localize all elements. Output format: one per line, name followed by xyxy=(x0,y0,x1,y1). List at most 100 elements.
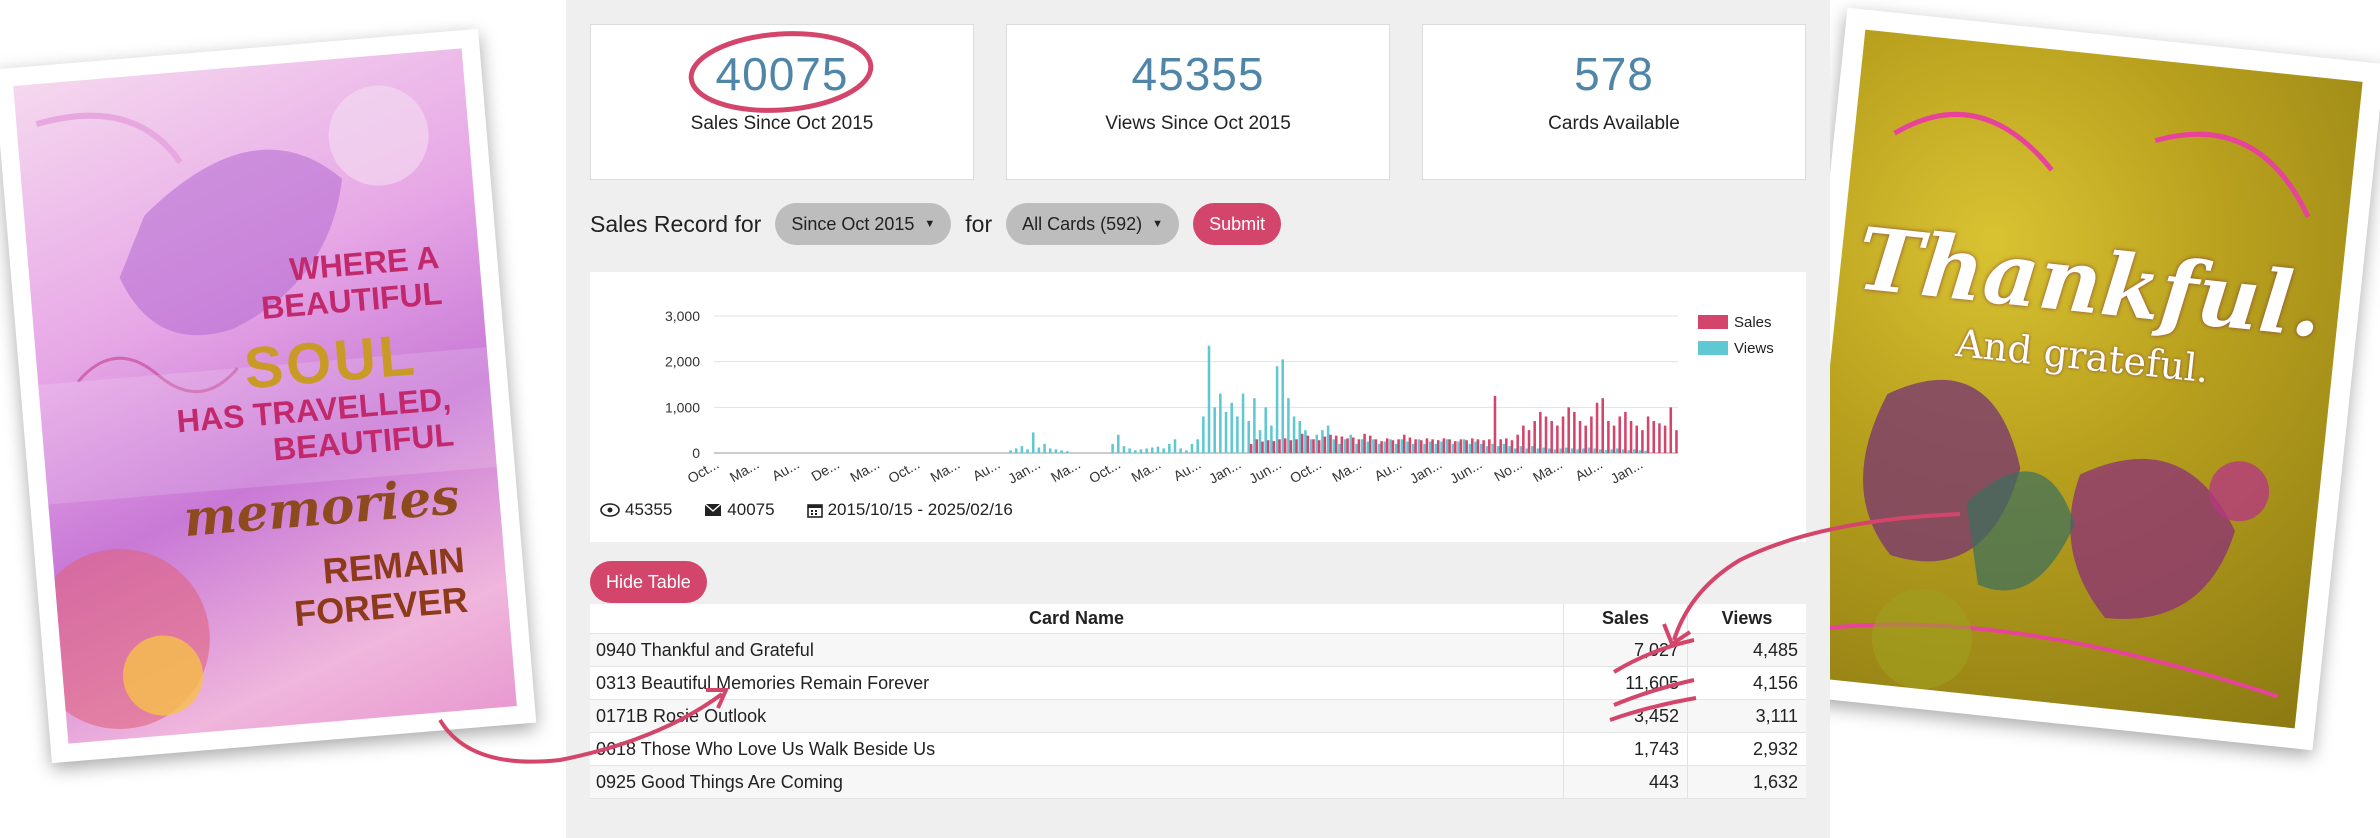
bar-views xyxy=(1145,448,1148,453)
cards-dropdown[interactable]: All Cards (592) ▼ xyxy=(1006,203,1180,245)
table-row[interactable]: 0313 Beautiful Memories Remain Forever 1… xyxy=(590,667,1806,700)
bar-sales xyxy=(1646,416,1650,453)
for-label: for xyxy=(965,210,993,237)
bar-sales xyxy=(1663,425,1667,453)
cards-table: Card Name Sales Views 0940 Thankful and … xyxy=(590,604,1806,799)
bar-views xyxy=(1207,345,1211,453)
sales-views-chart: 0 1,000 2,000 3,000 Oct... Ma... Au... De... Ma.… xyxy=(590,272,1806,542)
bar-sales xyxy=(1510,440,1514,453)
bar-views xyxy=(1275,366,1279,453)
bar-sales xyxy=(1471,438,1474,453)
table-row[interactable]: 0940 Thankful and Grateful 7,027 4,485 xyxy=(590,634,1806,667)
bar-views xyxy=(1264,407,1267,453)
bar-views xyxy=(1513,448,1517,453)
bar-views xyxy=(1547,448,1551,453)
x-tick-label: Ma... xyxy=(1128,456,1163,485)
bar-views xyxy=(1060,450,1063,453)
cell-card-name: 0618 Those Who Love Us Walk Beside Us xyxy=(590,733,1564,765)
bar-views xyxy=(1054,449,1058,453)
bar-sales xyxy=(1437,440,1440,453)
bar-sales xyxy=(1368,435,1372,453)
bar-views xyxy=(1559,448,1562,453)
x-tick-label: Au... xyxy=(1371,456,1404,484)
bar-sales xyxy=(1675,430,1678,453)
x-tick-label: Au... xyxy=(1171,456,1204,484)
bar-views xyxy=(1241,393,1245,453)
bar-views xyxy=(1321,430,1324,453)
bar-views xyxy=(1360,439,1364,453)
bar-sales xyxy=(1578,421,1582,453)
cell-sales: 1,743 xyxy=(1564,733,1688,765)
x-tick-label: Au... xyxy=(1572,456,1605,484)
header-card-name[interactable]: Card Name xyxy=(590,604,1564,633)
sales-summary-value: 40075 xyxy=(727,500,775,519)
caret-down-icon: ▼ xyxy=(1152,218,1164,230)
x-tick-label: Ma... xyxy=(1048,456,1083,485)
bar-sales xyxy=(1516,434,1519,453)
bar-sales xyxy=(1295,439,1298,453)
bar-sales xyxy=(1306,435,1310,453)
table-row[interactable]: 0171B Rosie Outlook 3,452 3,111 xyxy=(590,700,1806,733)
eye-icon xyxy=(600,503,620,517)
x-tick-label: No... xyxy=(1491,456,1525,485)
bar-sales xyxy=(1317,440,1321,453)
x-tick-label: Ma... xyxy=(727,456,762,485)
table-row[interactable]: 0925 Good Things Are Coming 443 1,632 xyxy=(590,766,1806,799)
bar-views xyxy=(1400,439,1404,453)
bar-sales xyxy=(1255,439,1259,453)
bar-views xyxy=(1479,443,1483,453)
bar-views xyxy=(1372,439,1375,453)
bar-sales xyxy=(1550,421,1553,453)
header-sales[interactable]: Sales xyxy=(1564,604,1688,633)
bar-sales xyxy=(1505,438,1508,453)
bar-sales xyxy=(1346,438,1349,453)
bar-sales xyxy=(1431,439,1434,453)
bar-views xyxy=(1162,448,1165,453)
bar-views xyxy=(1394,443,1398,453)
bar-sales xyxy=(1249,443,1253,453)
period-dropdown[interactable]: Since Oct 2015 ▼ xyxy=(775,203,952,245)
x-tick-label: Oct... xyxy=(1086,456,1123,487)
stat-label-sales: Sales Since Oct 2015 xyxy=(690,113,874,134)
bar-views xyxy=(1185,450,1188,453)
cell-card-name: 0940 Thankful and Grateful xyxy=(590,634,1564,666)
legend-label-views: Views xyxy=(1734,340,1774,357)
bar-sales xyxy=(1419,440,1423,453)
bar-sales xyxy=(1454,441,1457,453)
card-left-line1: WHERE A BEAUTIFUL xyxy=(259,239,444,326)
bar-views xyxy=(1638,450,1642,453)
x-tick-label: Jun... xyxy=(1246,456,1284,487)
bar-sales xyxy=(1652,421,1656,453)
submit-button[interactable]: Submit xyxy=(1193,203,1282,245)
legend-swatch-views xyxy=(1698,341,1728,355)
stat-label-cards: Cards Available xyxy=(1548,113,1680,134)
bar-sales xyxy=(1612,425,1616,453)
bar-views xyxy=(1355,443,1358,453)
y-tick-label: 0 xyxy=(692,445,700,461)
bar-sales xyxy=(1334,435,1338,453)
sales-record-label: Sales Record for xyxy=(590,210,762,237)
bar-views xyxy=(1196,439,1199,453)
bar-sales xyxy=(1590,416,1593,453)
bar-views xyxy=(1530,446,1534,453)
calendar-icon xyxy=(806,504,823,518)
hide-table-button[interactable]: Hide Table xyxy=(590,561,707,603)
bar-sales xyxy=(1340,436,1344,453)
bar-views xyxy=(1457,441,1460,453)
bar-views xyxy=(1536,448,1540,453)
bar-sales xyxy=(1300,433,1304,453)
bar-views xyxy=(1576,449,1579,453)
legend-swatch-sales xyxy=(1698,315,1728,329)
card-image-beautiful-memories: WHERE A BEAUTIFUL SOUL HAS TRAVELLED, BE… xyxy=(0,28,537,764)
bar-sales xyxy=(1442,438,1446,453)
bar-views xyxy=(1428,441,1432,453)
header-views[interactable]: Views xyxy=(1721,608,1773,628)
bar-sales xyxy=(1283,438,1287,453)
bar-sales xyxy=(1601,398,1604,453)
table-row[interactable]: 0618 Those Who Love Us Walk Beside Us 1,… xyxy=(590,733,1806,766)
bar-sales xyxy=(1544,416,1548,453)
bar-views xyxy=(1236,416,1239,453)
x-tick-label: Au... xyxy=(970,456,1003,484)
bar-sales xyxy=(1488,439,1491,453)
bar-views xyxy=(1474,441,1477,453)
